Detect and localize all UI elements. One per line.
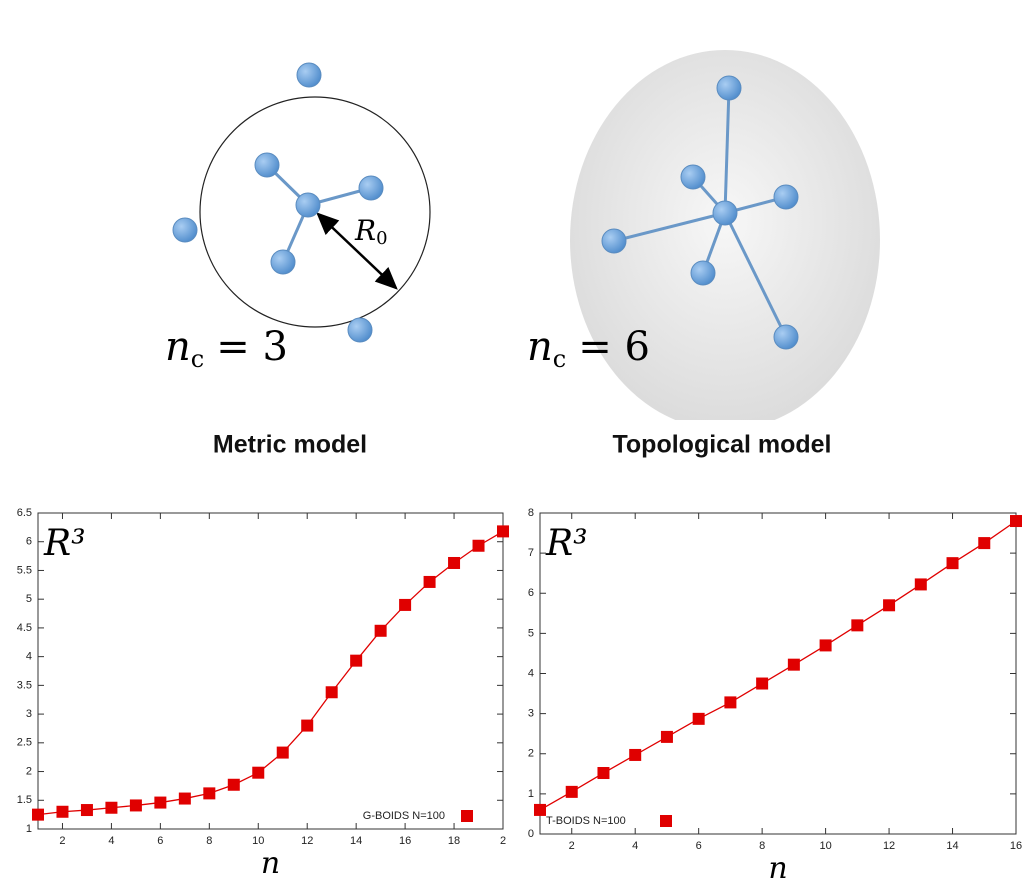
x-tick-label: 6: [157, 835, 163, 847]
data-point: [661, 731, 673, 743]
data-point: [301, 720, 313, 732]
metric-diagram: R0 nc= 3 Metric model: [165, 63, 430, 459]
data-point: [448, 557, 460, 569]
x-tick-label: 4: [632, 840, 638, 852]
data-point: [56, 806, 68, 818]
data-point: [820, 639, 832, 651]
data-point: [399, 599, 411, 611]
legend-swatch: [660, 815, 672, 827]
data-point: [883, 599, 895, 611]
y-tick-label: 5: [26, 593, 32, 605]
x-tick-label: 12: [883, 840, 895, 852]
figure: R0 nc= 3 Metric model nc= 6 Topological …: [0, 0, 1027, 881]
data-point: [81, 804, 93, 816]
x-tick-label: 2: [500, 835, 506, 847]
y-tick-label: 4.5: [17, 622, 32, 634]
x-tick-label: 2: [569, 840, 575, 852]
x-tick-label: 8: [759, 840, 765, 852]
caption: Metric model: [213, 431, 367, 459]
data-point: [915, 578, 927, 590]
x-tick-label: 4: [108, 835, 114, 847]
data-point: [154, 797, 166, 809]
legend-swatch: [461, 810, 473, 822]
y-tick-label: 3.5: [17, 679, 32, 691]
x-tick-label: 6: [696, 840, 702, 852]
y-tick-label: 3: [528, 708, 534, 720]
x-axis-label: n: [261, 846, 280, 881]
x-tick-label: 8: [206, 835, 212, 847]
x-axis-label: n: [768, 851, 787, 881]
y-tick-label: 7: [528, 547, 534, 559]
x-tick-label: 14: [946, 840, 958, 852]
x-tick-label: 10: [819, 840, 831, 852]
y-tick-label: 8: [528, 507, 534, 519]
x-tick-label: 12: [301, 835, 313, 847]
legend-label: T-BOIDS N=100: [546, 815, 626, 827]
y-tick-label: 4: [26, 651, 32, 663]
count-label: nc= 3: [165, 324, 288, 373]
data-point: [350, 655, 362, 667]
y-tick-label: 2.5: [17, 737, 32, 749]
data-point: [326, 686, 338, 698]
x-tick-label: 2: [59, 835, 65, 847]
y-tick-label: 5: [528, 627, 534, 639]
x-tick-label: 18: [448, 835, 460, 847]
data-point: [629, 749, 641, 761]
series-line: [38, 531, 503, 814]
data-point: [105, 802, 117, 814]
data-point: [252, 767, 264, 779]
x-tick-label: 16: [1010, 840, 1022, 852]
data-point: [788, 659, 800, 671]
data-point: [756, 678, 768, 690]
data-point: [978, 537, 990, 549]
data-point: [277, 747, 289, 759]
data-point: [597, 767, 609, 779]
data-point: [473, 540, 485, 552]
y-tick-label: 6: [26, 536, 32, 548]
data-point: [179, 793, 191, 805]
y-tick-label: 6: [528, 587, 534, 599]
count-label: nc= 6: [527, 324, 650, 373]
y-tick-label: 1.5: [17, 794, 32, 806]
x-tick-label: 16: [399, 835, 411, 847]
data-point: [32, 809, 44, 821]
topological-diagram: nc= 6 Topological model: [527, 50, 880, 459]
data-point: [947, 557, 959, 569]
data-point: [375, 625, 387, 637]
y-axis-label: R³: [43, 523, 86, 564]
y-tick-label: 5.5: [17, 564, 32, 576]
series-line: [540, 521, 1016, 810]
x-tick-label: 14: [350, 835, 362, 847]
y-tick-label: 2: [528, 748, 534, 760]
y-tick-label: 4: [528, 667, 534, 679]
data-point: [228, 779, 240, 791]
data-point: [693, 713, 705, 725]
y-tick-label: 6.5: [17, 507, 32, 519]
nodes: [173, 63, 383, 342]
data-point: [130, 799, 142, 811]
y-axis-label: R³: [545, 523, 588, 564]
y-tick-label: 2: [26, 765, 32, 777]
plot-frame: [38, 513, 503, 829]
y-tick-label: 1: [26, 823, 32, 835]
data-point: [497, 525, 509, 537]
y-tick-label: 1: [528, 788, 534, 800]
data-point: [851, 619, 863, 631]
data-point: [1010, 515, 1022, 527]
y-tick-label: 0: [528, 828, 534, 840]
caption: Topological model: [613, 431, 832, 459]
radius-label: R0: [354, 214, 388, 250]
data-point: [534, 804, 546, 816]
data-point: [724, 696, 736, 708]
data-point: [566, 786, 578, 798]
legend-label: G-BOIDS N=100: [363, 810, 445, 822]
data-point: [203, 787, 215, 799]
data-point: [424, 576, 436, 588]
y-tick-label: 3: [26, 708, 32, 720]
